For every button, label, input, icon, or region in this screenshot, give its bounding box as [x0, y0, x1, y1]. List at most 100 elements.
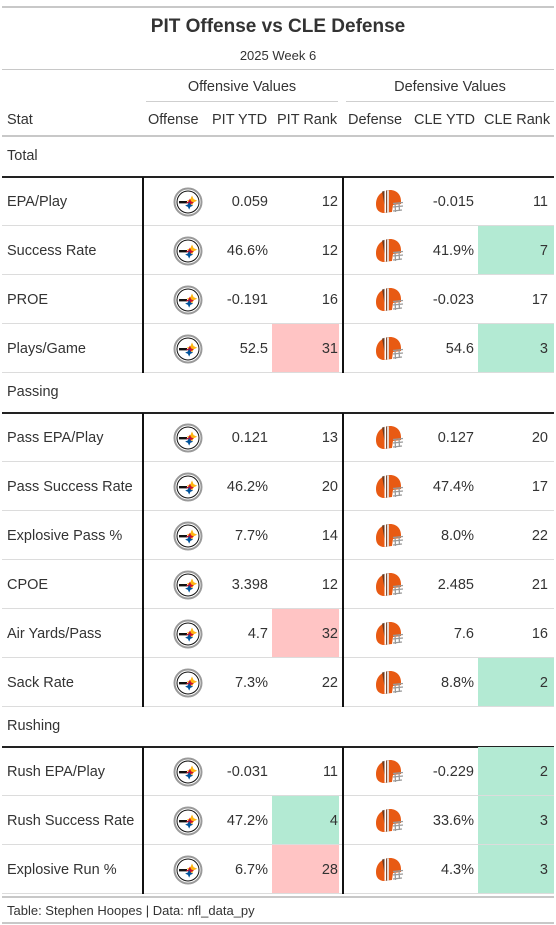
cle-rank-highlight	[478, 796, 554, 845]
pit-ytd-value: 46.6%	[226, 242, 268, 259]
stat-label: CPOE	[7, 576, 49, 593]
pit-rank-highlight	[272, 796, 339, 845]
pit-rank-highlight	[272, 609, 339, 658]
browns-helmet-icon	[364, 658, 414, 707]
cle-ytd-value: 41.9%	[432, 242, 474, 259]
cle-ytd-value: 0.127	[437, 429, 474, 446]
cle-ytd-value: -0.023	[432, 291, 474, 308]
pit-rank-value: 4	[329, 812, 338, 829]
stat-label: PROE	[7, 291, 49, 308]
top-rule	[2, 6, 554, 8]
offense-column-divider	[142, 177, 144, 373]
group-rule	[2, 176, 554, 178]
stat-label: Rush EPA/Play	[7, 763, 106, 780]
table-row: Pass Success Rate 46.2% 20 47.4% 17	[2, 462, 554, 511]
group-rule	[2, 746, 554, 748]
stat-label: Plays/Game	[7, 340, 86, 357]
stat-label: Rush Success Rate	[7, 812, 135, 829]
table-row: Explosive Pass % 7.7% 14 8.0% 22	[2, 511, 554, 560]
table-row: CPOE 3.398 12 2.485 21	[2, 560, 554, 609]
cle-ytd-value: 47.4%	[432, 478, 474, 495]
row-divider	[2, 657, 554, 658]
table-row: Explosive Run % 6.7% 28 4.3% 3	[2, 845, 554, 894]
cle-rank-value: 2	[539, 674, 548, 691]
pit-rank-value: 13	[321, 429, 338, 446]
row-divider	[2, 893, 554, 894]
row-divider	[2, 706, 554, 707]
browns-helmet-icon	[364, 560, 414, 609]
spanner-offensive-values: Offensive Values	[187, 79, 297, 95]
cle-ytd-value: -0.015	[432, 193, 474, 210]
stat-label: Sack Rate	[7, 674, 74, 691]
cle-rank-highlight	[478, 845, 554, 894]
pit-ytd-value: 7.3%	[234, 674, 268, 691]
pit-rank-value: 12	[321, 242, 338, 259]
steelers-logo-icon	[162, 609, 214, 658]
cle-ytd-value: -0.229	[432, 763, 474, 780]
stat-label: Success Rate	[7, 242, 97, 259]
offense-column-divider	[142, 413, 144, 707]
defense-column-divider	[342, 413, 344, 707]
group-rule	[2, 412, 554, 414]
pit-rank-value: 20	[321, 478, 338, 495]
browns-helmet-icon	[364, 324, 414, 373]
title-rule	[2, 69, 554, 70]
table-row: PROE -0.191 16 -0.023 17	[2, 275, 554, 324]
cle-rank-value: 2	[539, 763, 548, 780]
browns-helmet-icon	[364, 413, 414, 462]
table-row: Rush Success Rate 47.2% 4 33.6% 3	[2, 796, 554, 845]
cle-rank-value: 20	[531, 429, 548, 446]
row-divider	[2, 372, 554, 373]
table-row: Success Rate 46.6% 12 41.9% 7	[2, 226, 554, 275]
stat-label: Pass Success Rate	[7, 478, 133, 495]
steelers-logo-icon	[162, 275, 214, 324]
stat-label: Explosive Run %	[7, 861, 117, 878]
pit-ytd-value: 4.7	[247, 625, 268, 642]
spanner-defensive-rule	[346, 101, 554, 102]
pit-rank-value: 11	[322, 763, 338, 780]
column-header-cle-ytd: CLE YTD	[414, 112, 475, 128]
stat-label: EPA/Play	[7, 193, 68, 210]
browns-helmet-icon	[364, 511, 414, 560]
bottom-rule	[2, 922, 554, 924]
source-rule	[2, 896, 554, 898]
steelers-logo-icon	[162, 560, 214, 609]
cle-rank-value: 17	[531, 478, 548, 495]
browns-helmet-icon	[364, 275, 414, 324]
pit-rank-value: 32	[321, 625, 338, 642]
cle-rank-value: 11	[532, 193, 548, 210]
cle-rank-value: 17	[531, 291, 548, 308]
table-row: Sack Rate 7.3% 22 8.8% 2	[2, 658, 554, 707]
steelers-logo-icon	[162, 324, 214, 373]
cle-ytd-value: 54.6	[445, 340, 474, 357]
pit-rank-highlight	[272, 324, 339, 373]
table-row: Pass EPA/Play 0.121 13 0.127 20	[2, 413, 554, 462]
column-header-cle-rank: CLE Rank	[484, 112, 551, 128]
pit-ytd-value: 7.7%	[234, 527, 268, 544]
row-divider	[2, 608, 554, 609]
steelers-logo-icon	[162, 796, 214, 845]
row-divider	[2, 323, 554, 324]
row-divider	[2, 844, 554, 845]
spanner-offensive-rule	[146, 101, 338, 102]
pit-ytd-value: 47.2%	[226, 812, 268, 829]
cle-ytd-value: 33.6%	[432, 812, 474, 829]
pit-ytd-value: 52.5	[239, 340, 268, 357]
cle-rank-highlight	[478, 226, 554, 275]
cle-rank-value: 16	[531, 625, 548, 642]
steelers-logo-icon	[162, 413, 214, 462]
steelers-logo-icon	[162, 177, 214, 226]
pit-rank-value: 22	[321, 674, 338, 691]
row-divider	[2, 225, 554, 226]
steelers-logo-icon	[162, 845, 214, 894]
cle-rank-value: 3	[539, 861, 548, 878]
browns-helmet-icon	[364, 609, 414, 658]
cle-rank-value: 21	[531, 576, 548, 593]
pit-ytd-value: 3.398	[231, 576, 268, 593]
pit-rank-value: 31	[321, 340, 338, 357]
pit-ytd-value: -0.031	[226, 763, 268, 780]
stat-label: Explosive Pass %	[7, 527, 123, 544]
offense-column-divider	[142, 747, 144, 894]
table-source-note: Table: Stephen Hoopes | Data: nfl_data_p…	[7, 903, 255, 918]
